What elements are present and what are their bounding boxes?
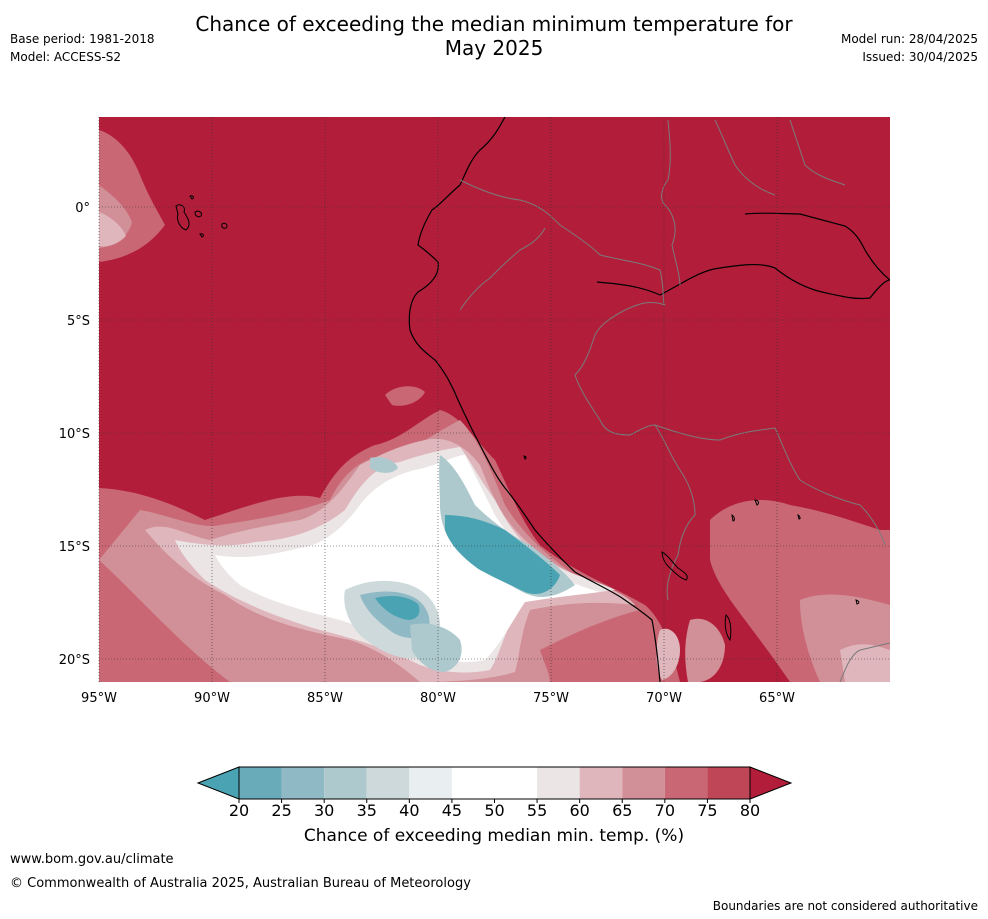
colorbar-tick-label: 50 <box>484 801 504 820</box>
colorbar-segment <box>409 767 452 799</box>
coastline-amazon <box>596 263 890 300</box>
lon-label: 95°W <box>81 691 117 706</box>
colorbar-segment <box>494 767 538 799</box>
contour-patch-inland <box>656 500 890 682</box>
colorbar-segment <box>664 767 708 799</box>
colorbar-low-arrow <box>196 766 240 800</box>
colorbar-segment <box>324 767 367 799</box>
colorbar-high-arrow <box>749 766 793 800</box>
colorbar-segment <box>366 767 410 799</box>
model-name: Model: ACCESS-S2 <box>10 50 122 64</box>
colorbar-segment <box>281 767 325 799</box>
lon-label: 75°W <box>533 691 569 706</box>
title-line-2: May 2025 <box>444 36 544 60</box>
footer-url[interactable]: www.bom.gov.au/climate <box>10 852 174 867</box>
country-borders <box>459 119 890 682</box>
colorbar-tick-label: 80 <box>740 801 760 820</box>
colorbar-label: Chance of exceeding median min. temp. (%… <box>303 826 685 846</box>
meta-left: Base period: 1981-2018 Model: ACCESS-S2 <box>10 30 155 66</box>
lon-label: 85°W <box>307 691 343 706</box>
colorbar-tick-label: 40 <box>399 801 419 820</box>
coastline-north <box>744 212 890 281</box>
colorbar: 20 25 30 35 40 45 50 55 60 65 70 75 80 <box>196 766 793 820</box>
lat-labels: 0° 5°S 10°S 15°S 20°S <box>59 201 90 668</box>
lon-label: 90°W <box>194 691 230 706</box>
colorbar-segment <box>239 767 282 799</box>
contour-patch-galapagos <box>99 130 165 262</box>
colorbar-segment <box>537 767 580 799</box>
contour-patch-south <box>99 410 680 682</box>
colorbar-tick-label: 35 <box>357 801 377 820</box>
coastline <box>408 117 661 682</box>
lat-label: 10°S <box>59 427 90 442</box>
colorbar-tick-label: 70 <box>655 801 675 820</box>
footer-disclaimer: Boundaries are not considered authoritat… <box>712 899 978 913</box>
gridlines <box>98 117 890 682</box>
lat-label: 20°S <box>59 653 90 668</box>
meta-right: Model run: 28/04/2025 Issued: 30/04/2025 <box>841 30 978 66</box>
lat-label: 0° <box>75 201 90 216</box>
colorbar-tick-label: 65 <box>612 801 632 820</box>
colorbar-tick-label: 25 <box>271 801 291 820</box>
map-area <box>99 117 890 682</box>
title-line-1: Chance of exceeding the median minimum t… <box>195 12 793 36</box>
colorbar-tick-label: 20 <box>229 801 249 820</box>
colorbar-tick-label: 75 <box>697 801 717 820</box>
issued-date: Issued: 30/04/2025 <box>862 50 978 64</box>
lon-label: 80°W <box>420 691 456 706</box>
colorbar-tick-label: 55 <box>527 801 547 820</box>
lon-label: 65°W <box>759 691 795 706</box>
colorbar-tick-label: 30 <box>314 801 334 820</box>
lon-labels: 95°W 90°W 85°W 80°W 75°W 70°W 65°W <box>81 691 795 706</box>
colorbar-segment <box>451 767 495 799</box>
lon-label: 70°W <box>646 691 682 706</box>
base-period: Base period: 1981-2018 <box>10 32 155 46</box>
galapagos-islands <box>175 195 228 238</box>
lat-label: 15°S <box>59 540 90 555</box>
colorbar-segment <box>707 767 750 799</box>
lat-label: 5°S <box>67 314 90 329</box>
colorbar-tick-label: 60 <box>569 801 589 820</box>
colorbar-tick-label: 45 <box>442 801 462 820</box>
footer-copyright: © Commonwealth of Australia 2025, Austra… <box>10 876 471 891</box>
contour-patch-offshore <box>385 386 425 406</box>
colorbar-segment <box>579 767 623 799</box>
colorbar-segment <box>622 767 665 799</box>
chart-title: Chance of exceeding the median minimum t… <box>0 12 988 60</box>
lakes <box>523 455 860 642</box>
model-run: Model run: 28/04/2025 <box>840 32 978 46</box>
